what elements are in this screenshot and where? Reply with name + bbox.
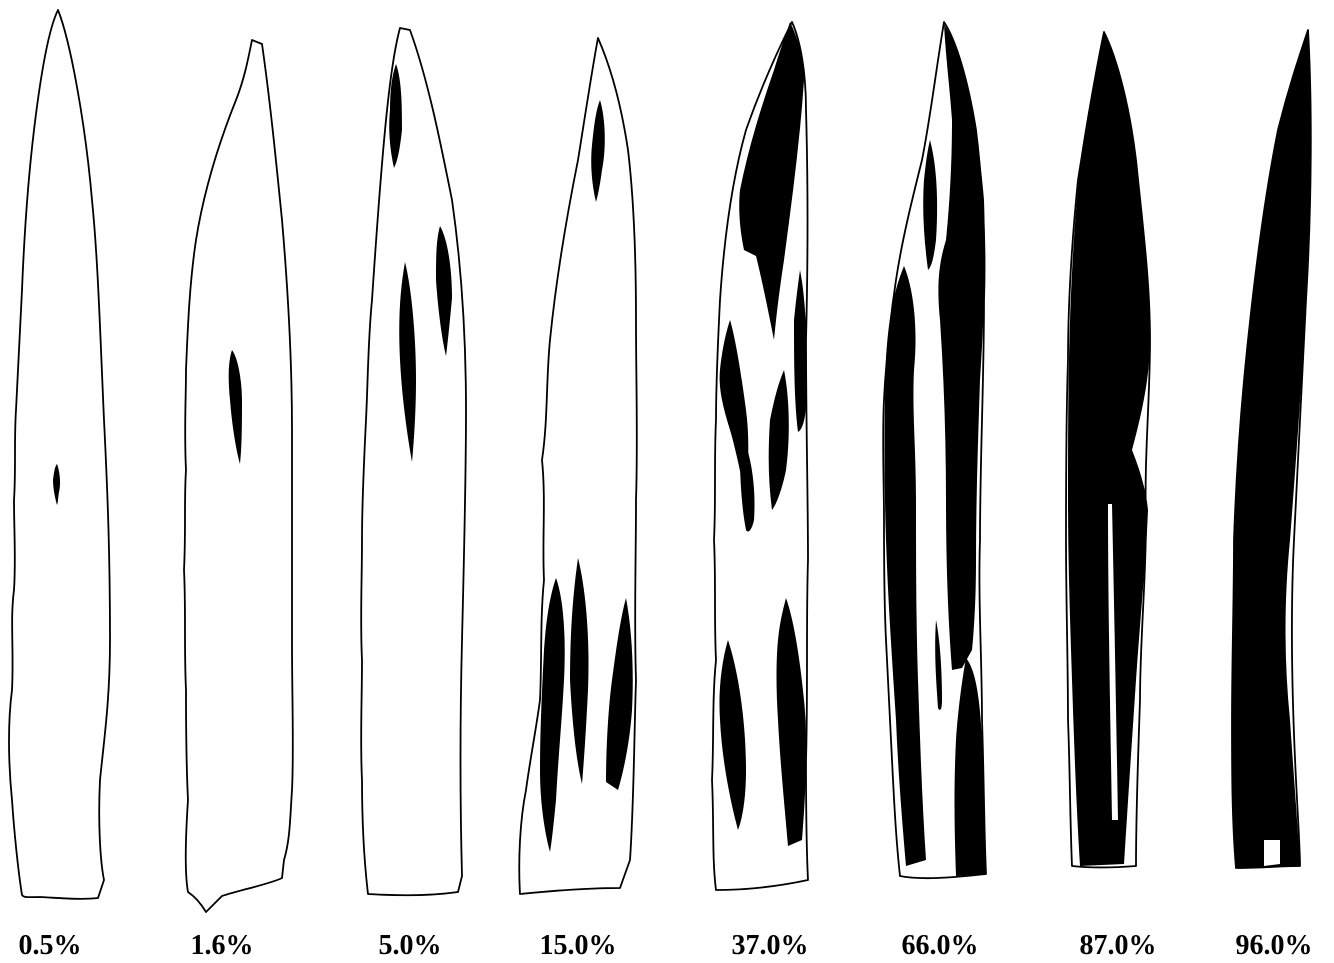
leaf-label: 1.6% bbox=[191, 930, 254, 961]
leaf-label: 96.0% bbox=[1236, 930, 1313, 961]
leaf-label: 0.5% bbox=[19, 930, 82, 961]
leaf-outline bbox=[360, 27, 467, 897]
lesion bbox=[739, 22, 804, 340]
lesion bbox=[389, 64, 402, 168]
leaf-outline bbox=[8, 9, 111, 900]
lesion bbox=[923, 140, 938, 270]
leaf-3 bbox=[360, 27, 467, 897]
lesion bbox=[1068, 32, 1150, 866]
lesion bbox=[591, 100, 605, 202]
leaf-5 bbox=[711, 21, 809, 891]
lesion bbox=[228, 350, 242, 464]
leaf-label: 5.0% bbox=[379, 930, 442, 961]
lesion bbox=[768, 370, 789, 510]
lesion bbox=[399, 262, 416, 462]
lesion bbox=[606, 598, 633, 790]
leaf-label: 66.0% bbox=[902, 930, 979, 961]
leaf-7 bbox=[1065, 31, 1151, 869]
lesion bbox=[776, 598, 807, 846]
leaf-4 bbox=[518, 37, 638, 895]
leaf-label: 87.0% bbox=[1080, 930, 1157, 961]
lesion bbox=[540, 578, 565, 852]
lesion bbox=[935, 620, 942, 710]
leaf-outline bbox=[183, 39, 294, 913]
leaf-6 bbox=[882, 21, 987, 880]
lesion bbox=[954, 658, 986, 876]
lesion bbox=[53, 464, 61, 505]
lesion bbox=[1232, 30, 1311, 868]
leaf-8 bbox=[1231, 29, 1312, 869]
lesion bbox=[794, 270, 807, 432]
lesion bbox=[719, 640, 746, 830]
lesion bbox=[938, 24, 985, 670]
leaf-label: 37.0% bbox=[732, 930, 809, 961]
lesion bbox=[570, 558, 589, 784]
lesion bbox=[1264, 840, 1280, 866]
leaf-1 bbox=[8, 9, 111, 900]
lesion bbox=[436, 226, 452, 356]
lesion bbox=[884, 266, 926, 866]
lesion bbox=[1108, 504, 1118, 820]
leaf-2 bbox=[183, 39, 294, 913]
lesion bbox=[740, 440, 755, 532]
leaf-label: 15.0% bbox=[540, 930, 617, 961]
